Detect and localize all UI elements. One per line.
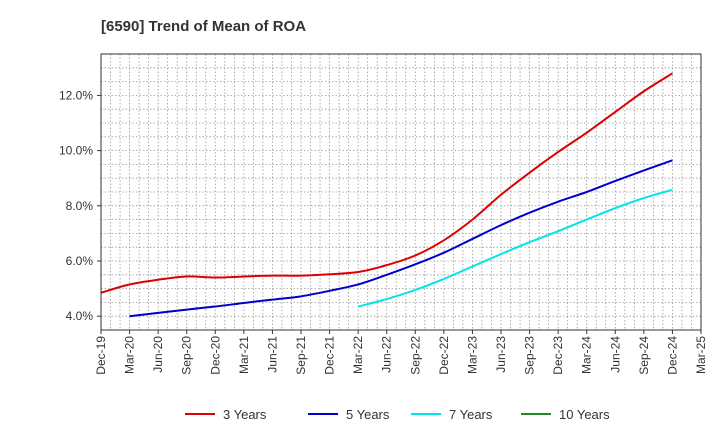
x-tick-label: Jun-21 xyxy=(265,336,279,373)
x-tick-label: Mar-23 xyxy=(465,336,479,374)
grid xyxy=(101,54,701,330)
x-tick-label: Jun-20 xyxy=(151,336,165,373)
legend-label-10-years: 10 Years xyxy=(559,407,610,422)
x-tick-label: Mar-21 xyxy=(237,336,251,374)
y-tick-label: 10.0% xyxy=(59,144,93,158)
x-tick-label: Sep-24 xyxy=(637,336,651,375)
x-tick-label: Mar-24 xyxy=(580,336,594,374)
legend: 3 Years 5 Years 7 Years 10 Years xyxy=(185,407,610,422)
x-tick-label: Dec-20 xyxy=(208,336,222,375)
x-tick-label: Dec-23 xyxy=(551,336,565,375)
x-tick-label: Dec-21 xyxy=(323,336,337,375)
series-lines xyxy=(100,72,673,318)
series-line-5-years xyxy=(129,159,673,318)
x-tick-label: Mar-22 xyxy=(351,336,365,374)
x-tick-label: Sep-22 xyxy=(408,336,422,375)
chart-title: [6590] Trend of Mean of ROA xyxy=(101,18,306,35)
series-line-7-years xyxy=(357,188,673,308)
x-tick-label: Mar-25 xyxy=(694,336,708,374)
series-line-3-years xyxy=(100,72,673,294)
plot-frame xyxy=(100,53,702,331)
x-tick-label: Sep-23 xyxy=(523,336,537,375)
legend-label-7-years: 7 Years xyxy=(449,407,493,422)
x-tick-label: Jun-22 xyxy=(380,336,394,373)
legend-label-5-years: 5 Years xyxy=(346,407,390,422)
y-tick-label: 6.0% xyxy=(66,254,94,268)
y-tick-label: 8.0% xyxy=(66,199,94,213)
x-tick-label: Dec-22 xyxy=(437,336,451,375)
x-tick-label: Sep-21 xyxy=(294,336,308,375)
axes: 4.0% 6.0% 8.0% 10.0% 12.0% Dec-19 Mar-20 Jun-20… xyxy=(59,88,708,374)
legend-label-3-years: 3 Years xyxy=(223,407,267,422)
x-tick-label: Jun-24 xyxy=(608,336,622,373)
y-tick-label: 4.0% xyxy=(66,309,94,323)
x-tick-label: Sep-20 xyxy=(180,336,194,375)
x-tick-label: Jun-23 xyxy=(494,336,508,373)
y-tick-label: 12.0% xyxy=(59,88,93,102)
x-tick-label: Mar-20 xyxy=(123,336,137,374)
x-tick-label: Dec-19 xyxy=(94,336,108,375)
x-tick-label: Dec-24 xyxy=(665,336,679,375)
